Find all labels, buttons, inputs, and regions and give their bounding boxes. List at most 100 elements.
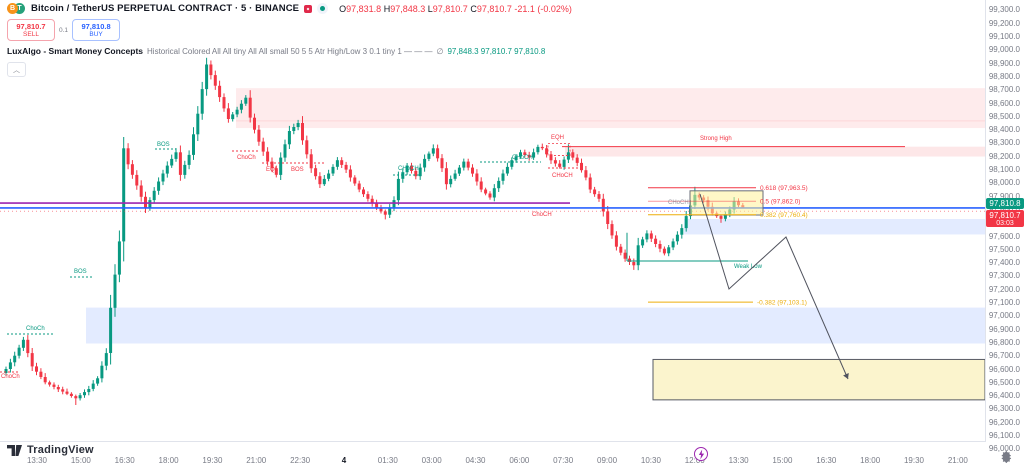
smc-label-choch: CHoCH (398, 166, 419, 172)
time-axis-label: 07:30 (553, 456, 574, 465)
price-axis-label: 96,600.0 (988, 364, 1020, 374)
buy-button[interactable]: 97,810.8 BUY (72, 19, 121, 41)
time-axis-label: 19:30 (202, 456, 223, 465)
price-axis-label: 97,200.0 (988, 284, 1020, 294)
gear-icon[interactable] (1000, 451, 1012, 463)
time-axis-label: 21:00 (246, 456, 267, 465)
price-axis-label: 97,400.0 (988, 258, 1020, 268)
supply-zone-1b[interactable] (236, 120, 986, 129)
time-axis[interactable]: 13:30 15:00 16:30 18:00 19:30 21:00 22:30 4 01:3… (0, 442, 986, 467)
price-axis-label: 96,200.0 (988, 417, 1020, 427)
open-value: 97,831.8 (346, 3, 382, 14)
spread-value: 0.1 (59, 26, 69, 34)
time-axis-label: 13:30 (26, 456, 48, 465)
smc-label-eqh: EQH (551, 135, 564, 141)
symbol-title[interactable]: Bitcoin / TetherUS PERPETUAL CONTRACT · … (31, 3, 300, 14)
symbol-pair-icon: B T (7, 3, 26, 14)
smc-label-strong-high: Strong High (700, 136, 732, 142)
supply-zone-1[interactable] (236, 88, 986, 122)
high-value: 97,848.3 (390, 3, 426, 14)
ohlc-readout: O97,831.8 H97,848.3 L97,810.7 C97,810.7 … (339, 3, 572, 14)
tradingview-logo-text: TradingView (27, 444, 94, 456)
smc-label-bos: BOS (291, 167, 304, 173)
price-axis-label: 96,300.0 (988, 404, 1020, 414)
price-axis-label: 96,100.0 (988, 431, 1020, 440)
price-axis-label: 98,900.0 (988, 58, 1020, 68)
sell-price: 97,810.7 (16, 21, 46, 31)
price-axis-label: 97,800.0 (989, 205, 1020, 214)
sell-button[interactable]: 97,810.7 SELL (7, 19, 55, 41)
time-axis-label: 15:00 (772, 456, 793, 465)
time-axis-label: 12:00 (684, 456, 705, 465)
projection-arrowhead (843, 373, 849, 379)
time-axis-separator (0, 441, 986, 442)
chart-pane[interactable]: 0.618 (97,963.5) 0.5 (97,862.0) 0.382 (97,… (0, 0, 986, 441)
time-axis-label: 04:30 (465, 456, 486, 465)
low-value: 97,810.7 (432, 3, 468, 14)
supply-zone-2[interactable] (565, 146, 986, 157)
price-axis-label: 96,500.0 (988, 377, 1020, 387)
tether-icon: T (14, 3, 25, 14)
price-axis-label: 98,400.0 (988, 125, 1020, 135)
candle-countdown: 03:03 (996, 220, 1014, 227)
price-axis-separator (985, 0, 986, 467)
live-dot-icon (320, 6, 326, 11)
indicator-price-badge: 97,810.8 (986, 198, 1024, 209)
price-axis-label: 97,100.0 (988, 298, 1020, 308)
chart-canvas[interactable]: 0.618 (97,963.5) 0.5 (97,862.0) 0.382 (97,… (0, 0, 986, 441)
price-axis-label: 97,000.0 (988, 311, 1020, 321)
last-price-badge: 97,810.7 03:03 (986, 210, 1024, 227)
time-axis-label: 15:00 (70, 456, 91, 465)
bitcoin-icon: B (7, 3, 18, 14)
time-axis-label: 18:00 (860, 456, 881, 465)
price-axis-label: 98,000.0 (988, 178, 1020, 188)
time-axis-label: 18:00 (158, 456, 179, 465)
price-axis-label: 97,900.0 (988, 191, 1020, 201)
price-axis-label: 97,500.0 (988, 244, 1020, 254)
price-axis-label: 96,400.0 (988, 391, 1020, 401)
price-axis-label: 98,200.0 (988, 151, 1020, 161)
time-axis-label: 10:30 (640, 456, 661, 465)
chart-header: B T Bitcoin / TetherUS PERPETUAL CONTRAC… (7, 2, 572, 77)
funding-event-icon[interactable] (694, 447, 708, 461)
smc-label-choch: CHoCH (512, 155, 533, 161)
price-axis-label: 96,900.0 (988, 324, 1020, 334)
price-axis-label: 96,000.0 (988, 444, 1020, 454)
smc-label-choch: ChoCh (26, 326, 45, 332)
price-axis-label: 96,800.0 (988, 337, 1020, 347)
entry-box[interactable] (689, 190, 764, 216)
fib-level-label: -0.382 (97,103.1) (757, 299, 807, 306)
smc-label-choch: ChoCh (237, 155, 256, 161)
eqh-dashed-box[interactable] (547, 143, 571, 156)
last-price-value: 97,810.7 (989, 211, 1021, 220)
price-axis-label: 97,600.0 (988, 231, 1020, 241)
price-axis-label: 99,100.0 (988, 32, 1020, 42)
tradingview-logo[interactable]: TradingView (7, 444, 94, 456)
fib-level-label: 0.618 (97,963.5) (760, 185, 808, 192)
projection-arrow[interactable] (699, 193, 849, 380)
demand-zone-2[interactable] (684, 219, 986, 235)
time-axis-label: 09:00 (597, 456, 618, 465)
close-value: 97,810.7 (476, 3, 512, 14)
indicator-values: 97,848.3 97,810.7 97,810.8 (447, 46, 546, 56)
smc-label-choch: CHoCH (668, 200, 689, 206)
smc-label-bos: BOS (74, 269, 87, 275)
price-axis-label: 98,300.0 (988, 138, 1020, 148)
demand-zone-1[interactable] (86, 307, 986, 344)
tradingview-logo-icon (7, 444, 22, 456)
price-axis-label: 98,500.0 (988, 111, 1020, 121)
price-axis-label: 98,800.0 (988, 71, 1020, 81)
target-box[interactable] (652, 358, 986, 401)
time-axis-label: 06:00 (509, 456, 530, 465)
data-status-button[interactable] (317, 3, 329, 14)
smc-label-choch: ChoCh (1, 374, 20, 380)
time-axis-label: 22:30 (290, 456, 311, 465)
price-axis-label: 99,000.0 (988, 45, 1020, 55)
indicator-name[interactable]: LuxAlgo - Smart Money Concepts (7, 46, 144, 56)
indicator-prefix: ∅ (436, 46, 444, 56)
price-axis[interactable]: 97,810.8 97,810.7 03:03 96,000.0 96,100.0… (986, 0, 1024, 467)
collapse-header-button[interactable]: ︿ (7, 62, 26, 77)
smc-label-eql: EQL (266, 167, 279, 173)
indicator-params: Historical Colored All All tiny All All … (147, 46, 433, 56)
